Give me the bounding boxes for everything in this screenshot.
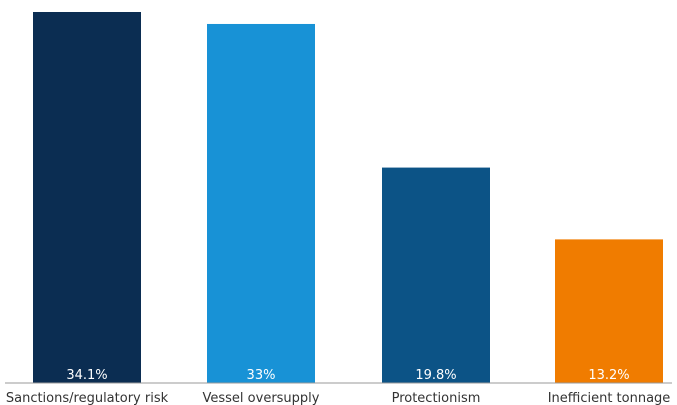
bar-0 [33, 12, 141, 383]
bar-value-label-1: 33% [247, 368, 276, 383]
category-label-3: Inefficient tonnage [548, 391, 671, 405]
value-labels-group: 34.1% 33% 19.8% 13.2% [66, 368, 629, 383]
bar-value-label-3: 13.2% [588, 368, 629, 383]
bar-1 [207, 23, 315, 383]
bar-value-label-2: 19.8% [415, 368, 456, 383]
bar-3 [555, 239, 663, 383]
category-labels-group: Sanctions/regulatory risk Vessel oversupp… [6, 391, 670, 405]
bars-group [33, 12, 663, 383]
bar-2 [382, 167, 490, 383]
category-label-0: Sanctions/regulatory risk [6, 391, 169, 405]
category-label-1: Vessel oversupply [203, 391, 320, 405]
bar-value-label-0: 34.1% [66, 368, 107, 383]
category-label-2: Protectionism [392, 391, 481, 405]
